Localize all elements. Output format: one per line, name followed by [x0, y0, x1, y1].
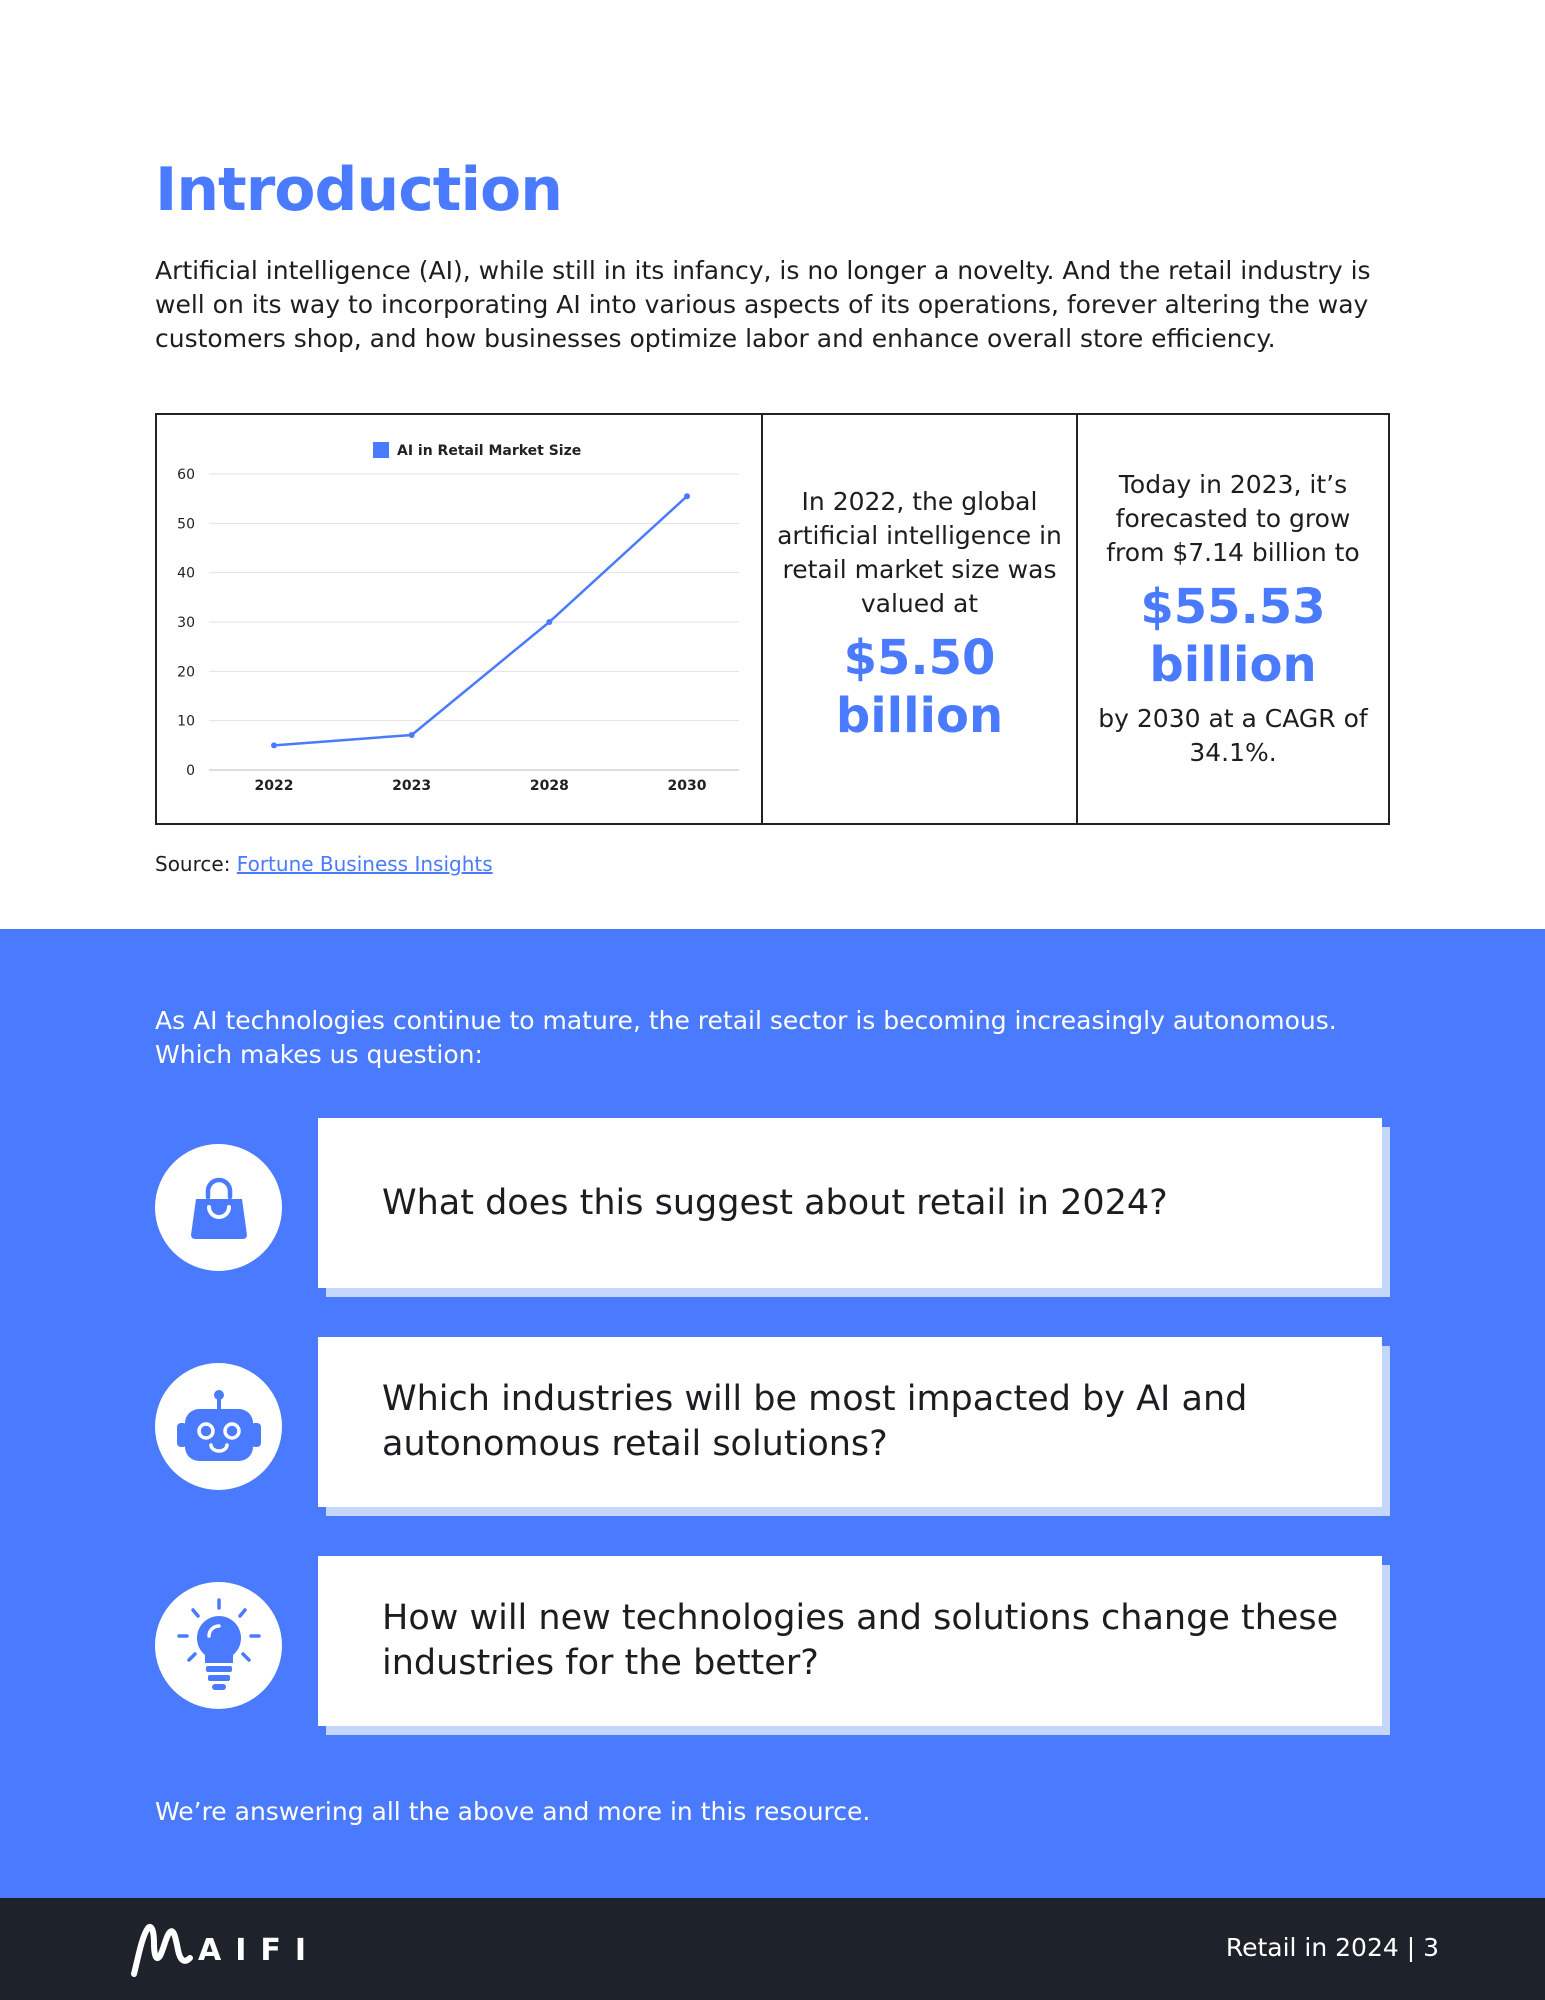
question-row-3: How will new technologies and solutions … [155, 1556, 1390, 1736]
question-text-2: Which industries will be most impacted b… [382, 1379, 1248, 1464]
band-lead: As AI technologies continue to mature, t… [155, 1006, 1337, 1069]
question-card-3: How will new technologies and solutions … [318, 1556, 1382, 1726]
data-point [546, 619, 553, 625]
lightbulb-icon [176, 1597, 261, 1690]
stat-2022-text: In 2022, the global artificial intellige… [777, 487, 1062, 618]
aifi-logo-mark-icon [131, 1924, 193, 1977]
x-tick-label: 2022 [255, 778, 294, 794]
question-card-2: Which industries will be most impacted b… [318, 1337, 1382, 1507]
question-text-3: How will new technologies and solutions … [382, 1598, 1339, 1683]
data-point [408, 731, 415, 738]
x-tick-label: 2030 [668, 778, 707, 794]
question-icon-circle [155, 1582, 282, 1709]
series-line [273, 495, 688, 747]
y-tick-label: 60 [177, 467, 195, 483]
shopping-bag-icon [190, 1177, 247, 1239]
stat-forecast: Today in 2023, it’s forecasted to grow f… [1078, 415, 1388, 823]
y-tick-label: 0 [186, 763, 195, 779]
question-card-1: What does this suggest about retail in 2… [318, 1118, 1382, 1288]
aifi-logo-text: AIFI [198, 1932, 321, 1968]
data-point [271, 742, 277, 749]
legend-swatch [373, 442, 389, 458]
legend-label: AI in Retail Market Size [397, 443, 581, 459]
source-label: Source: [155, 852, 231, 876]
robot-icon [176, 1389, 261, 1461]
x-tick-label: 2023 [392, 778, 431, 794]
y-tick-label: 10 [177, 714, 195, 730]
footer: AIFI Retail in 2024 | 3 [0, 1898, 1545, 2000]
stat-2022: In 2022, the global artificial intellige… [763, 415, 1078, 823]
data-point [684, 493, 690, 500]
market-size-chart: 0 10 20 30 40 50 60 2022 2023 2028 2030 AI in Retai… [157, 415, 763, 823]
intro-paragraph: Artificial intelligence (AI), while stil… [155, 256, 1371, 353]
aifi-logo: AIFI [128, 1918, 320, 1982]
source-link[interactable]: Fortune Business Insights [236, 852, 493, 876]
y-tick-label: 40 [177, 566, 195, 582]
question-icon-circle [155, 1144, 282, 1271]
stat-2022-value: $5.50 billion [835, 630, 1004, 744]
stats-panel: 0 10 20 30 40 50 60 2022 2023 2028 2030 AI in Retai… [155, 413, 1390, 825]
stat-forecast-value: $55.53 billion [1140, 579, 1326, 693]
y-tick-label: 30 [177, 615, 195, 631]
question-text-1: What does this suggest about retail in 2… [382, 1182, 1168, 1223]
x-tick-label: 2028 [530, 778, 569, 794]
question-row-2: Which industries will be most impacted b… [155, 1337, 1390, 1517]
band-closing: We’re answering all the above and more i… [155, 1797, 871, 1826]
y-tick-label: 20 [177, 664, 195, 680]
question-row-1: What does this suggest about retail in 2… [155, 1118, 1390, 1298]
page-label: Retail in 2024 | 3 [1225, 1933, 1439, 1962]
stat-forecast-text: Today in 2023, it’s forecasted to grow f… [1106, 470, 1360, 567]
source-line: Source: Fortune Business Insights [155, 852, 493, 876]
page-title: Introduction [155, 155, 563, 225]
y-tick-label: 50 [177, 516, 195, 532]
question-icon-circle [155, 1363, 282, 1490]
stat-forecast-after: by 2030 at a CAGR of 34.1%. [1098, 704, 1368, 767]
